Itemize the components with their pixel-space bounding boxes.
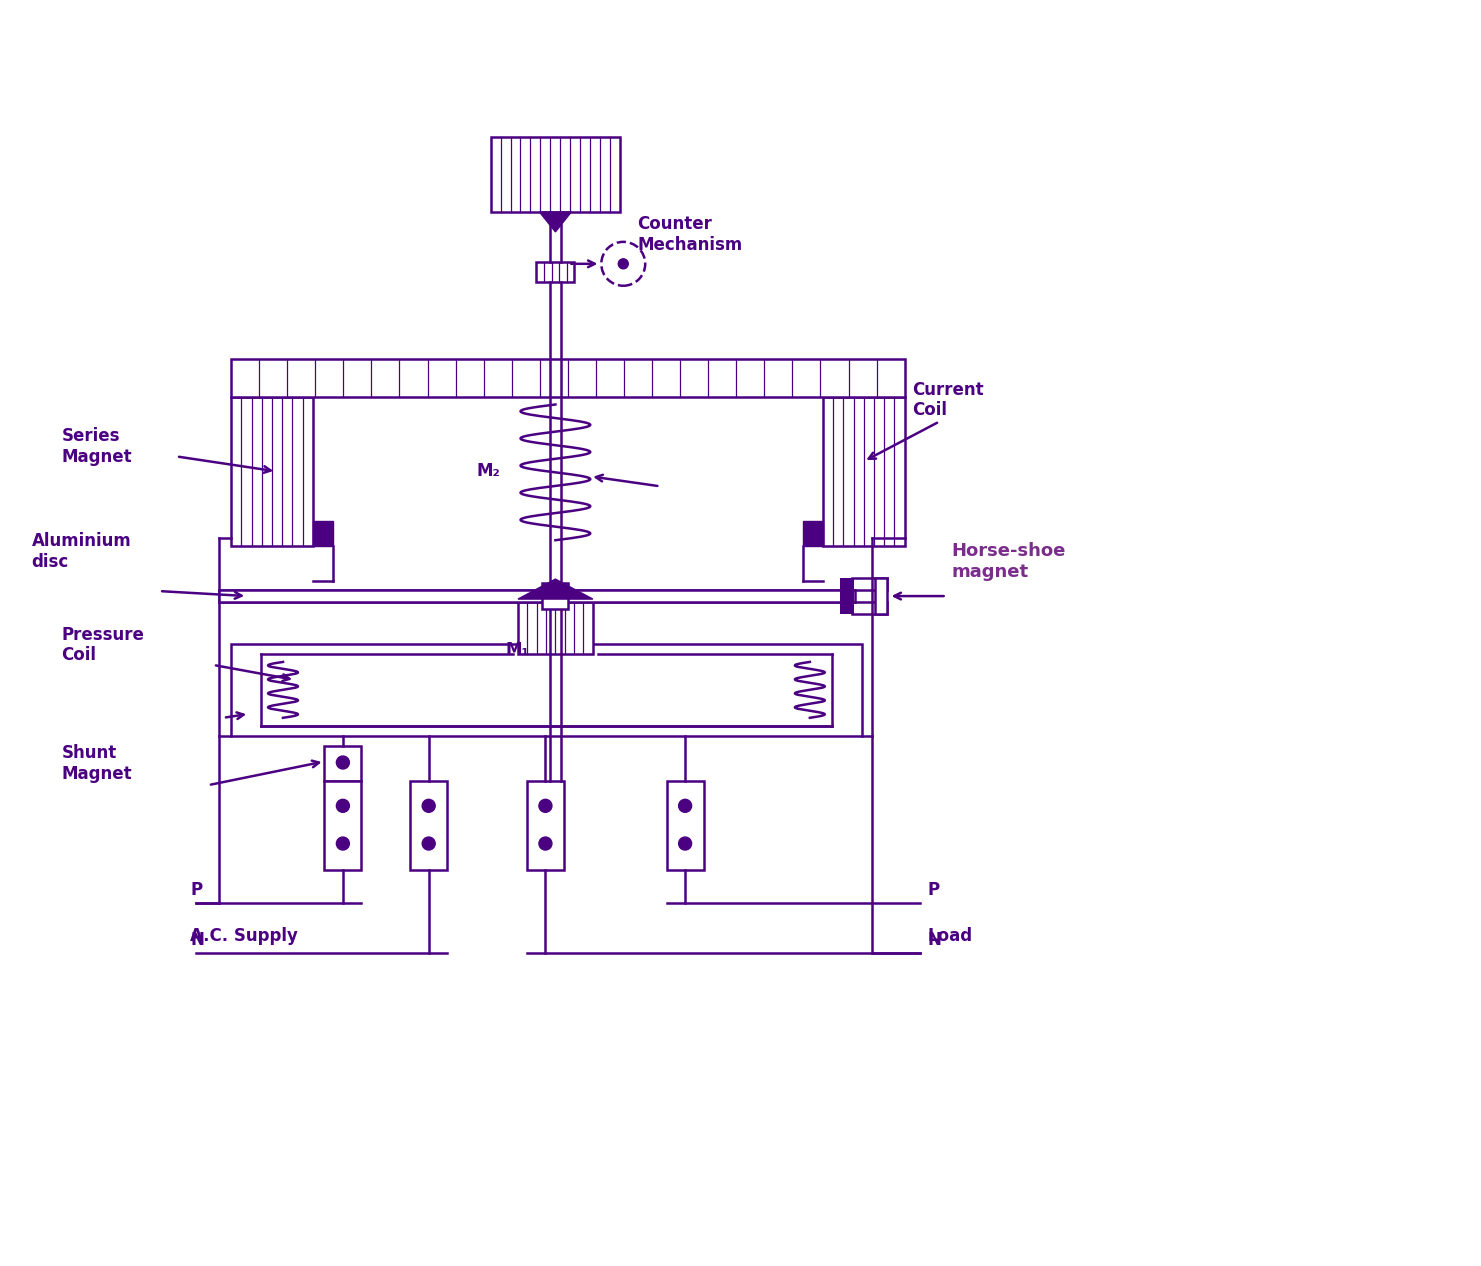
Text: A.C. Supply: A.C. Supply (190, 927, 298, 946)
Bar (231, 396, 312, 546)
Polygon shape (312, 522, 333, 546)
Text: Pressure
Coil: Pressure Coil (62, 625, 144, 665)
Bar (324, 746, 361, 781)
Bar (852, 603, 887, 614)
Bar (527, 781, 564, 871)
Text: M₂: M₂ (477, 462, 501, 480)
Bar (840, 579, 855, 614)
Circle shape (336, 837, 350, 849)
Circle shape (539, 799, 552, 813)
Text: Load: Load (927, 927, 973, 946)
Bar (231, 644, 862, 736)
Bar (410, 781, 447, 871)
Circle shape (678, 799, 692, 813)
Text: Current
Coil: Current Coil (912, 381, 985, 419)
Text: Aluminium
disc: Aluminium disc (31, 532, 132, 571)
Circle shape (678, 837, 692, 849)
Text: N: N (927, 932, 942, 950)
Text: Horse-shoe
magnet: Horse-shoe magnet (951, 542, 1066, 581)
Bar (875, 579, 887, 614)
Bar (324, 781, 361, 871)
Text: Shunt
Magnet: Shunt Magnet (62, 743, 132, 782)
Bar (219, 590, 855, 603)
Bar (536, 262, 575, 282)
Circle shape (336, 799, 350, 813)
Circle shape (618, 258, 628, 268)
Bar (852, 579, 887, 590)
Bar (542, 584, 569, 609)
Text: P: P (190, 881, 203, 899)
Circle shape (422, 837, 435, 849)
Text: Series
Magnet: Series Magnet (62, 427, 132, 466)
Polygon shape (539, 211, 572, 232)
Bar (518, 599, 592, 655)
Text: M₁: M₁ (505, 641, 529, 660)
Text: N: N (190, 932, 204, 950)
Bar (823, 396, 905, 546)
Circle shape (422, 799, 435, 813)
Polygon shape (518, 579, 592, 599)
Bar (666, 781, 703, 871)
Polygon shape (803, 522, 823, 546)
Text: P: P (927, 881, 940, 899)
Bar (490, 137, 621, 211)
Bar (231, 358, 905, 396)
Circle shape (539, 837, 552, 849)
Text: Counter
Mechanism: Counter Mechanism (637, 215, 742, 254)
Circle shape (336, 756, 350, 768)
